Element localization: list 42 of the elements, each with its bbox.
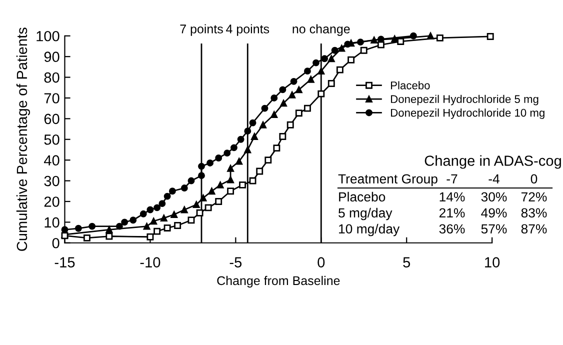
text: 72% (521, 192, 547, 202)
y-tick-label: 90 (44, 52, 60, 62)
annotation: 49% (481, 208, 507, 218)
x-tick-label: 0 (318, 257, 325, 268)
text: 0 (530, 174, 538, 184)
y-tick-label: 10 (44, 217, 60, 228)
annotation: -4 (488, 174, 500, 184)
x-axis-title: Change from Baseline (217, 276, 340, 288)
annotation: 57% (481, 224, 507, 234)
annotation: 14% (440, 192, 465, 202)
annotation: 21% (439, 208, 465, 218)
text: 83% (521, 208, 547, 218)
y-tick-label: 70 (44, 93, 60, 104)
annotation: 5 mg/day (338, 208, 392, 220)
annotation: 30% (481, 192, 507, 202)
x-tick-label: -5 (230, 257, 242, 268)
y-tick-label: 30 (44, 176, 60, 186)
y-tick-label: 0 (52, 238, 60, 248)
ref-line-label: 4 points (226, 24, 270, 36)
text: 87% (521, 224, 547, 234)
annotation: 10 mg/day (339, 224, 400, 236)
y-tick-label: 100 (36, 30, 60, 42)
legend-label: Donepezil Hydrochloride 5 mg (391, 94, 538, 106)
ref-line-label: no change (292, 24, 350, 36)
x-tick-label: 5 (403, 257, 410, 268)
y-tick-label: 50 (44, 134, 60, 145)
y-axis-title: Cumulative Percentage of Patients (16, 28, 30, 251)
legend-label: Donepezil Hydrochloride 10 mg (391, 108, 544, 119)
x-tick-label: -10 (140, 257, 160, 268)
y-tick-label: 20 (44, 196, 60, 207)
annotation: 36% (439, 224, 465, 234)
x-tick-label: 10 (485, 257, 500, 268)
legend-label: Placebo (391, 81, 430, 90)
y-tick-label: 60 (44, 114, 60, 124)
y-tick-label: 80 (44, 72, 60, 83)
annotation: Change in ADAS-cog (424, 155, 561, 169)
x-tick-label: -15 (54, 257, 75, 268)
annotation: -7 (446, 174, 458, 184)
ref-line-label: 7 points (180, 24, 223, 36)
y-tick-label: 40 (44, 155, 60, 166)
annotation: Treatment Group (338, 174, 438, 186)
annotation: Placebo (339, 192, 386, 202)
